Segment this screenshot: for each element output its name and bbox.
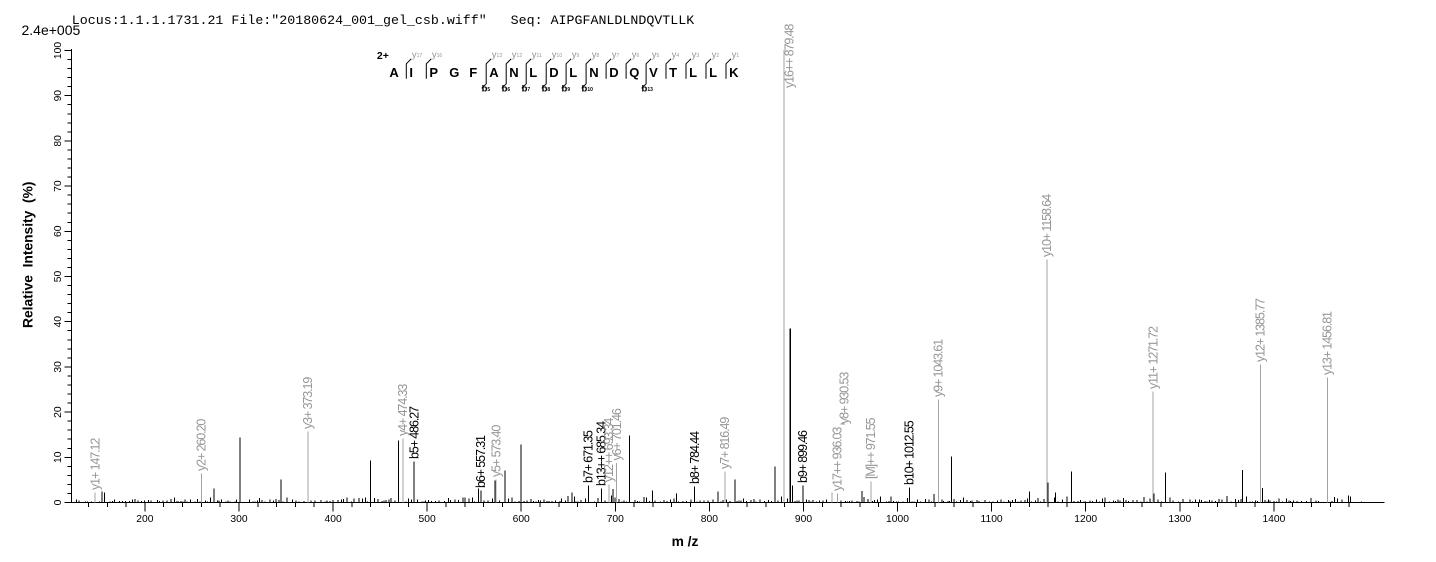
svg-text:b7: b7	[522, 84, 531, 95]
svg-text:b7+ 671.35: b7+ 671.35	[581, 430, 595, 483]
svg-text:I: I	[409, 65, 413, 80]
svg-text:30: 30	[53, 361, 64, 373]
svg-text:1400: 1400	[1262, 514, 1285, 525]
svg-text:y2: y2	[712, 50, 720, 61]
svg-text:L: L	[709, 65, 717, 80]
svg-text:D: D	[609, 65, 618, 80]
svg-text:y1: y1	[732, 50, 740, 61]
svg-text:y8: y8	[592, 50, 600, 61]
svg-text:y9+ 1043.61: y9+ 1043.61	[932, 339, 946, 397]
svg-text:60: 60	[53, 225, 64, 237]
svg-text:80: 80	[53, 135, 64, 147]
svg-text:400: 400	[325, 514, 342, 525]
svg-text:D: D	[549, 65, 558, 80]
svg-text:b6: b6	[502, 84, 511, 95]
svg-text:y12+ 1385.77: y12+ 1385.77	[1254, 298, 1268, 362]
svg-text:Locus:1.1.1.1731.21 File:"2018: Locus:1.1.1.1731.21 File:"20180624_001_g…	[72, 13, 694, 28]
svg-text:y8+ 930.53: y8+ 930.53	[838, 372, 852, 424]
svg-text:90: 90	[53, 90, 64, 102]
svg-text:y3+ 373.19: y3+ 373.19	[301, 377, 315, 429]
svg-text:700: 700	[607, 514, 624, 525]
svg-text:b13: b13	[642, 84, 654, 95]
svg-text:Q: Q	[629, 65, 639, 80]
svg-text:y7+ 816.49: y7+ 816.49	[718, 417, 732, 469]
svg-text:b9+ 899.46: b9+ 899.46	[796, 430, 810, 483]
svg-text:70: 70	[53, 180, 64, 192]
svg-text:y13+ 1456.81: y13+ 1456.81	[1320, 311, 1334, 375]
svg-text:y2+ 260.20: y2+ 260.20	[195, 419, 209, 471]
svg-text:y6+ 701.46: y6+ 701.46	[610, 408, 624, 460]
svg-text:b8+ 784.44: b8+ 784.44	[688, 431, 702, 484]
svg-text:F: F	[469, 65, 477, 80]
svg-text:10: 10	[53, 451, 64, 463]
svg-text:b10: b10	[582, 84, 594, 95]
svg-text:y4: y4	[672, 50, 680, 61]
svg-text:300: 300	[230, 514, 247, 525]
svg-text:K: K	[729, 65, 739, 80]
svg-text:y5+ 573.40: y5+ 573.40	[489, 425, 503, 477]
svg-text:2.4e+005: 2.4e+005	[22, 22, 81, 38]
svg-text:b10+ 1012.55: b10+ 1012.55	[902, 420, 916, 485]
svg-text:1300: 1300	[1168, 514, 1191, 525]
svg-text:b9: b9	[562, 84, 571, 95]
svg-text:y11: y11	[532, 50, 542, 61]
svg-text:1200: 1200	[1074, 514, 1097, 525]
svg-text:L: L	[529, 65, 537, 80]
svg-text:[M]++ 971.55: [M]++ 971.55	[864, 417, 878, 479]
svg-text:200: 200	[136, 514, 153, 525]
svg-text:G: G	[449, 65, 459, 80]
svg-text:y9: y9	[572, 50, 580, 61]
svg-text:m /z: m /z	[672, 534, 699, 549]
svg-text:y12: y12	[512, 50, 523, 61]
svg-text:800: 800	[701, 514, 718, 525]
svg-text:1000: 1000	[886, 514, 909, 525]
svg-text:100: 100	[53, 42, 64, 59]
svg-text:0: 0	[53, 499, 64, 505]
svg-text:500: 500	[419, 514, 436, 525]
svg-text:y17: y17	[412, 50, 423, 61]
svg-text:y5: y5	[652, 50, 660, 61]
svg-text:1100: 1100	[981, 514, 1003, 525]
svg-text:600: 600	[513, 514, 530, 525]
svg-text:40: 40	[53, 316, 64, 328]
svg-text:A: A	[489, 65, 499, 80]
svg-text:T: T	[669, 65, 677, 80]
svg-text:y10+ 1158.64: y10+ 1158.64	[1040, 194, 1054, 257]
svg-text:y16: y16	[432, 50, 443, 61]
svg-text:b5+ 486.27: b5+ 486.27	[407, 406, 421, 459]
svg-text:y10: y10	[552, 50, 563, 61]
svg-text:900: 900	[795, 514, 812, 525]
svg-text:V: V	[649, 65, 658, 80]
svg-text:b13++ 685.34: b13++ 685.34	[595, 421, 609, 486]
svg-text:y11+ 1271.72: y11+ 1271.72	[1146, 326, 1160, 389]
svg-text:20: 20	[53, 406, 64, 418]
svg-text:y17++ 936.03: y17++ 936.03	[831, 427, 845, 491]
svg-text:y16++ 879.48: y16++ 879.48	[783, 24, 797, 88]
svg-text:2+: 2+	[377, 50, 389, 62]
svg-text:y4+ 474.33: y4+ 474.33	[396, 384, 410, 436]
svg-text:Relative Intensity (%): Relative Intensity (%)	[21, 182, 36, 328]
svg-text:N: N	[589, 65, 598, 80]
svg-text:50: 50	[53, 271, 64, 283]
svg-text:b5: b5	[482, 84, 491, 95]
svg-text:N: N	[509, 65, 518, 80]
svg-text:y3: y3	[692, 50, 700, 61]
svg-text:L: L	[689, 65, 697, 80]
svg-text:y13: y13	[492, 50, 503, 61]
svg-text:y12++ 693.34: y12++ 693.34	[602, 418, 616, 482]
svg-text:b8: b8	[542, 84, 551, 95]
svg-text:y6: y6	[632, 50, 640, 61]
svg-text:b6+ 557.31: b6+ 557.31	[474, 435, 488, 488]
svg-text:A: A	[389, 65, 399, 80]
svg-text:y1+ 147.12: y1+ 147.12	[88, 438, 102, 490]
svg-text:L: L	[569, 65, 577, 80]
svg-text:P: P	[429, 65, 438, 80]
svg-text:y7: y7	[612, 50, 620, 61]
